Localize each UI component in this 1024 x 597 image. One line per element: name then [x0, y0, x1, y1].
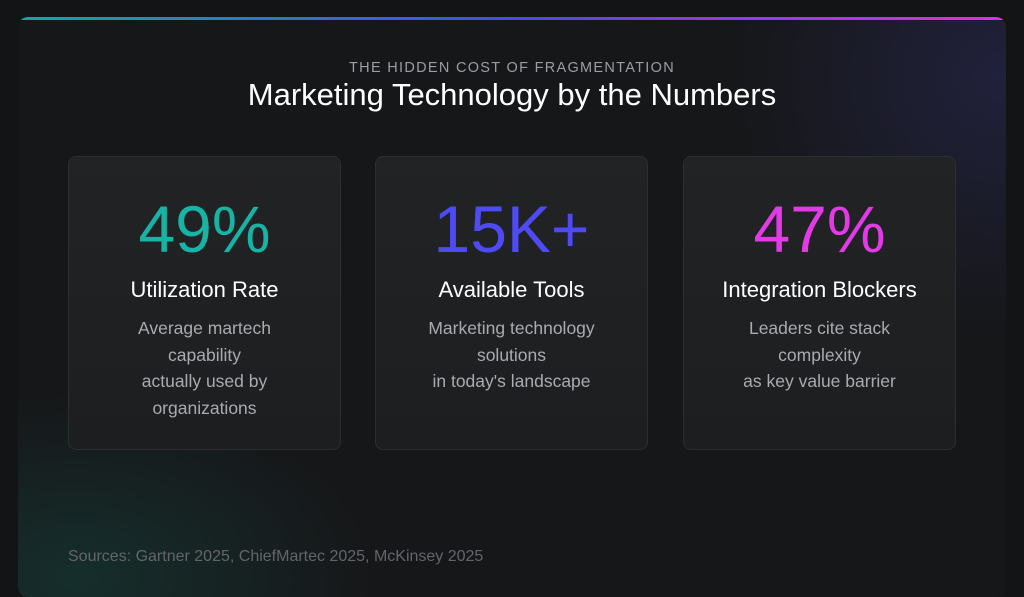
stat-value: 47%: [753, 192, 886, 266]
stat-value: 15K+: [433, 192, 590, 266]
accent-gradient-bar: [18, 17, 1006, 20]
desc-line: complexity: [778, 344, 861, 365]
desc-line: as key value barrier: [743, 371, 896, 391]
stat-label: Utilization Rate: [130, 277, 279, 302]
desc-line: actually used by: [141, 371, 268, 391]
slide: THE HIDDEN COST OF FRAGMENTATION Marketi…: [18, 17, 1006, 597]
stat-description: Marketing technology solutions in today'…: [376, 315, 647, 395]
eyebrow: THE HIDDEN COST OF FRAGMENTATION: [349, 60, 675, 76]
stat-description: Leaders cite stack complexity as key val…: [684, 315, 955, 395]
desc-line: capability: [168, 344, 241, 365]
desc-line: organizations: [152, 397, 257, 418]
sources-footnote: Sources: Gartner 2025, ChiefMartec 2025,…: [68, 548, 484, 565]
stat-label: Available Tools: [438, 277, 585, 302]
desc-line: in today's landscape: [432, 371, 591, 391]
desc-line: solutions: [476, 344, 547, 365]
stat-value: 49%: [138, 192, 271, 266]
desc-line: Leaders cite stack: [748, 318, 891, 338]
desc-line: Marketing technology: [428, 318, 595, 338]
desc-line: Average martech: [138, 318, 271, 338]
page-title: Marketing Technology by the Numbers: [247, 77, 777, 112]
stat-card-utilization: 49% Utilization Rate Average martech cap…: [68, 156, 341, 450]
stat-label: Integration Blockers: [722, 277, 917, 302]
stat-card-tools: 15K+ Available Tools Marketing technolog…: [375, 156, 648, 450]
stat-card-integration: 47% Integration Blockers Leaders cite st…: [683, 156, 956, 450]
stat-description: Average martech capability actually used…: [69, 315, 340, 421]
